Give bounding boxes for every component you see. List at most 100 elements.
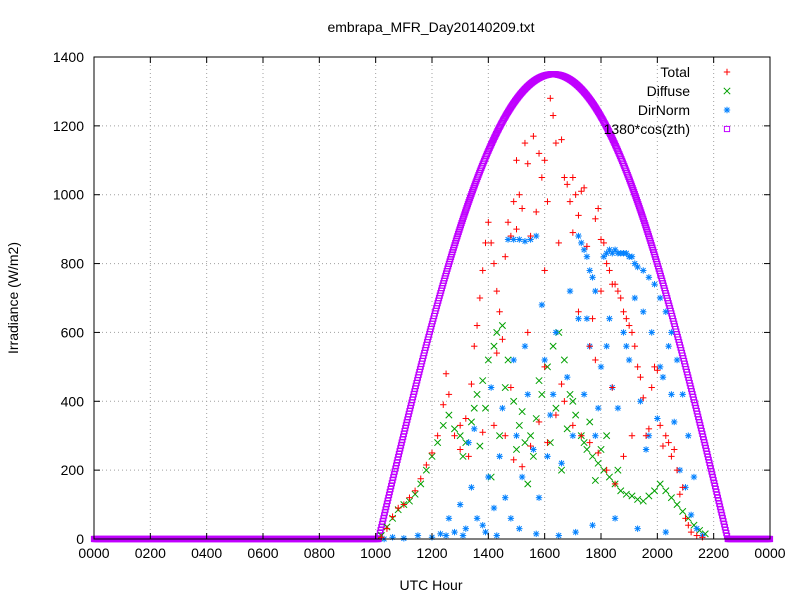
point-total — [541, 363, 548, 371]
point-dirnorm — [487, 384, 495, 391]
point-total — [676, 491, 684, 498]
point-dirnorm — [580, 246, 588, 253]
point-total — [628, 432, 636, 439]
point-dirnorm — [513, 432, 520, 439]
point-diffuse — [535, 377, 543, 385]
point-total — [473, 322, 481, 329]
point-total — [592, 215, 599, 223]
point-total — [611, 281, 619, 288]
point-total — [552, 139, 560, 147]
point-total — [594, 449, 602, 457]
point-cos-model — [464, 201, 472, 208]
point-diffuse — [529, 452, 537, 460]
point-total — [558, 136, 565, 143]
point-cos-model — [462, 207, 469, 214]
point-dirnorm — [389, 534, 396, 541]
point-total — [566, 198, 574, 205]
point-dirnorm — [589, 522, 596, 529]
point-dirnorm — [597, 363, 605, 371]
point-dirnorm — [541, 356, 548, 364]
point-total — [383, 525, 391, 532]
point-dirnorm — [656, 363, 664, 371]
point-total — [490, 260, 498, 267]
point-diffuse — [634, 495, 642, 503]
point-dirnorm — [679, 391, 686, 398]
point-total — [513, 225, 520, 233]
point-total — [524, 329, 531, 336]
point-dirnorm — [642, 446, 650, 453]
point-total — [476, 294, 484, 302]
point-dirnorm — [521, 237, 529, 245]
point-total — [451, 432, 458, 439]
point-total — [693, 532, 700, 539]
point-total — [620, 308, 627, 315]
point-dirnorm — [690, 473, 698, 481]
point-total — [623, 315, 630, 322]
point-total — [620, 453, 627, 460]
point-dirnorm — [575, 232, 582, 240]
point-dirnorm — [637, 398, 644, 405]
point-dirnorm — [651, 281, 658, 288]
point-dirnorm — [623, 343, 630, 350]
point-dirnorm — [504, 236, 512, 243]
series-layer — [90, 71, 774, 543]
point-diffuse — [445, 411, 453, 419]
point-diffuse — [614, 466, 622, 474]
point-total — [594, 205, 602, 212]
point-total — [572, 191, 579, 198]
point-cos-model — [461, 209, 469, 216]
point-total — [423, 461, 430, 469]
point-dirnorm — [566, 287, 574, 295]
point-cos-model — [632, 193, 639, 200]
point-total — [662, 432, 669, 439]
point-total — [502, 432, 509, 439]
point-total — [527, 232, 534, 240]
point-dirnorm — [685, 432, 692, 439]
point-dirnorm — [516, 236, 523, 243]
point-total — [462, 415, 469, 422]
point-total — [468, 380, 475, 388]
x-tick-label: 0400 — [191, 545, 222, 561]
point-cos-model — [470, 185, 477, 192]
point-dirnorm — [445, 515, 453, 522]
point-dirnorm — [516, 525, 523, 532]
point-dirnorm — [490, 504, 498, 512]
point-total — [518, 463, 526, 470]
grid-lines — [94, 57, 770, 539]
point-diffuse — [434, 439, 442, 447]
point-diffuse — [481, 404, 490, 412]
legend: Total Diffuse DirNorm 1380*cos(zth) — [604, 64, 731, 137]
legend-label: DirNorm — [638, 102, 690, 118]
point-diffuse — [405, 497, 414, 505]
point-total — [569, 422, 577, 429]
point-dirnorm — [578, 239, 585, 247]
point-total — [558, 380, 565, 388]
point-diffuse — [645, 492, 653, 500]
point-total — [504, 219, 512, 226]
point-total — [625, 322, 633, 329]
point-total — [687, 528, 695, 536]
point-dirnorm — [437, 530, 444, 538]
y-tick-label: 1000 — [53, 187, 84, 203]
point-diffuse — [628, 492, 636, 500]
point-total — [549, 112, 557, 119]
point-dirnorm — [603, 343, 610, 350]
point-total — [502, 253, 509, 260]
point-diffuse — [512, 445, 521, 454]
legend-label: Total — [660, 64, 690, 80]
point-total — [603, 260, 610, 267]
point-diffuse — [456, 432, 464, 440]
axis-ticks — [93, 56, 771, 540]
point-total — [614, 287, 622, 295]
x-tick-label: 0000 — [78, 545, 109, 561]
point-dirnorm — [668, 329, 675, 336]
point-dirnorm — [589, 274, 596, 281]
point-total — [564, 181, 571, 188]
point-dirnorm — [662, 528, 669, 536]
legend-marker — [723, 87, 731, 95]
point-diffuse — [476, 442, 484, 450]
y-tick-label: 800 — [61, 256, 85, 272]
point-total — [597, 236, 605, 243]
legend-marker — [723, 68, 731, 76]
point-dirnorm — [502, 494, 509, 501]
